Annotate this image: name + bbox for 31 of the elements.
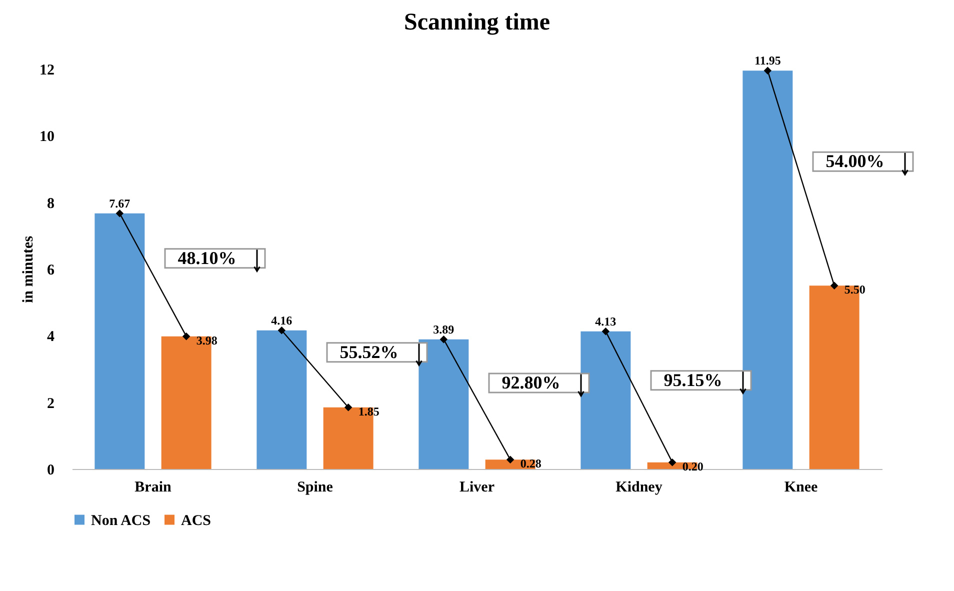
bar bbox=[580, 331, 631, 469]
x-tick-label: Spine bbox=[297, 480, 334, 496]
annotation: 55.52% bbox=[340, 342, 398, 362]
data-label: 3.89 bbox=[433, 322, 454, 336]
bar bbox=[256, 330, 307, 469]
x-tick-label: Knee bbox=[784, 480, 818, 496]
annotation: 48.10% bbox=[178, 248, 236, 268]
bar bbox=[418, 339, 469, 469]
y-axis-title: in minutes bbox=[20, 236, 36, 304]
legend-label: ACS bbox=[181, 512, 212, 529]
annotation: 54.00% bbox=[826, 151, 884, 172]
data-label: 11.95 bbox=[754, 54, 781, 68]
data-label: 4.13 bbox=[595, 314, 616, 328]
annotation: 95.15% bbox=[664, 370, 722, 390]
y-tick-label: 0 bbox=[47, 462, 54, 478]
x-tick-label: Brain bbox=[134, 480, 172, 496]
bar bbox=[94, 213, 145, 469]
x-tick-label: Liver bbox=[460, 480, 495, 496]
y-tick-label: 4 bbox=[47, 329, 55, 346]
bar bbox=[742, 70, 793, 469]
x-tick-label: Kidney bbox=[616, 480, 663, 496]
y-tick-label: 2 bbox=[47, 396, 54, 412]
y-tick-label: 8 bbox=[47, 196, 54, 212]
data-label: 4.16 bbox=[271, 313, 292, 328]
y-tick-label: 12 bbox=[40, 62, 54, 78]
legend-label: Non ACS bbox=[91, 512, 151, 529]
chart-title: Scanning time bbox=[404, 10, 550, 36]
y-tick-label: 10 bbox=[40, 129, 54, 146]
data-label: 7.67 bbox=[109, 196, 130, 210]
y-tick-label: 6 bbox=[47, 262, 55, 278]
annotation: 92.80% bbox=[502, 372, 560, 392]
